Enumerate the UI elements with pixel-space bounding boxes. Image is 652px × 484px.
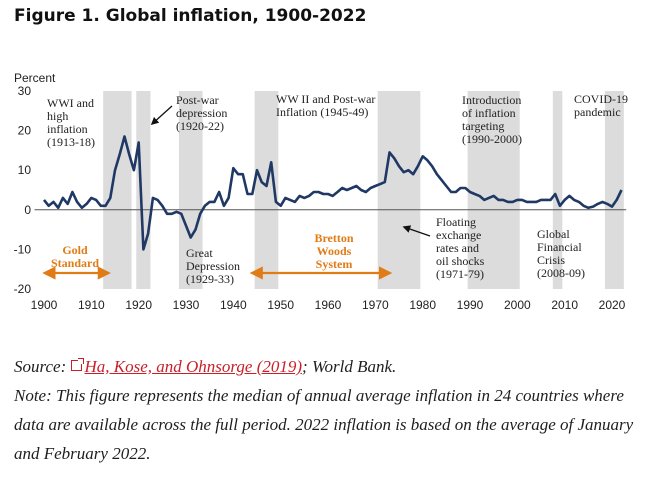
- x-tick-label: 1920: [125, 298, 152, 312]
- note-caption: Note: This figure represents the median …: [14, 386, 634, 463]
- shaded-period-1971-1979: [377, 91, 421, 289]
- annotation-8: Floating exchange rates and oil shocks (1971…: [436, 215, 485, 281]
- annotation-5: Gold Standard: [51, 243, 99, 270]
- annotations: WWI and high inflation (1913-18) Post-war dep…: [47, 92, 628, 286]
- series-group: [42, 135, 623, 251]
- x-tick-label: 1900: [31, 298, 58, 312]
- series-line-median-inflation: [42, 135, 623, 251]
- arrow-post-war-depression: [150, 105, 173, 126]
- shaded-period-1990-2000: [467, 91, 520, 289]
- x-tick-label: 1940: [220, 298, 247, 312]
- x-tick-label: 1990: [457, 298, 484, 312]
- shaded-period-1920-1922: [136, 91, 151, 289]
- shaded-period-1913-1918: [103, 91, 132, 289]
- source-suffix: ; World Bank.: [302, 357, 397, 376]
- x-tick-label: 1960: [315, 298, 342, 312]
- external-link-icon: [70, 358, 84, 371]
- annotation-6: Great Depression (1929-33): [186, 246, 240, 286]
- shaded-period-1945-1949: [254, 91, 279, 289]
- x-tick-label: 1930: [173, 298, 200, 312]
- x-tick-label: 1950: [267, 298, 294, 312]
- annotation-1: Post-war depression (1920-22): [176, 93, 227, 133]
- x-axis: 1900 1910 1920 1930 1940 1950 1960 1970 1980 1990…: [31, 298, 626, 312]
- annotation-4: COVID-19 pandemic: [574, 92, 628, 119]
- source-link[interactable]: Ha, Kose, and Ohnsorge (2019): [84, 357, 303, 376]
- y-tick-label: 20: [18, 124, 32, 138]
- y-tick-label: 10: [18, 163, 32, 177]
- annotation-0: WWI and high inflation (1913-18): [47, 96, 95, 149]
- x-tick-label: 2020: [599, 298, 626, 312]
- annotation-3: Introduction of inflation targeting (1990-2…: [462, 93, 522, 146]
- shaded-periods: [103, 91, 624, 289]
- shaded-period-2019-2022: [604, 91, 624, 289]
- y-tick-label: -10: [14, 242, 32, 256]
- x-tick-label: 2010: [551, 298, 578, 312]
- source-prefix: Source:: [14, 357, 71, 376]
- y-axis-unit-label: Percent: [14, 71, 56, 85]
- y-tick-label: 30: [18, 84, 32, 98]
- annotation-arrows: [42, 105, 431, 280]
- shaded-period-2008-2009: [552, 91, 563, 289]
- figure-title: Figure 1. Global inflation, 1900-2022: [14, 6, 367, 26]
- annotation-7: Bretton Woods System: [314, 231, 353, 271]
- annotation-2: WW II and Post-war Inflation (1945-49): [276, 92, 375, 119]
- y-tick-label: -20: [14, 282, 32, 296]
- x-tick-label: 1980: [409, 298, 436, 312]
- arrow-floating-exchange: [402, 225, 431, 237]
- x-tick-label: 1970: [362, 298, 389, 312]
- shaded-period-1929-1933: [178, 91, 203, 289]
- annotation-9: Global Financial Crisis (2008-09): [537, 227, 585, 280]
- y-tick-label: 0: [24, 203, 31, 217]
- x-tick-label: 1910: [78, 298, 105, 312]
- source-caption: Source: Ha, Kose, and Ohnsorge (2019); W…: [14, 352, 642, 381]
- x-tick-label: 2000: [504, 298, 531, 312]
- y-axis: 30 20 10 0 -10 -20: [14, 84, 32, 296]
